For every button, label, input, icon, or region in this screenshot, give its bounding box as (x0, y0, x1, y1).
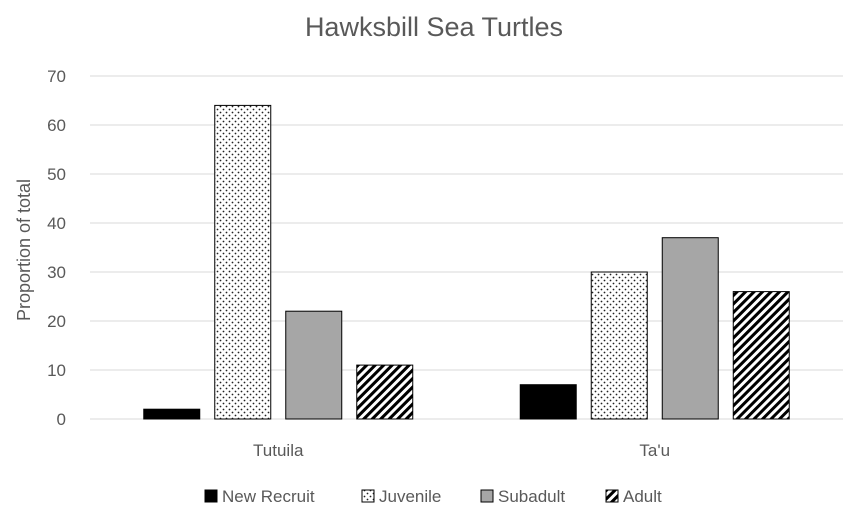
bar-juvenile-tutuila (214, 104, 272, 420)
legend-swatch (204, 489, 218, 503)
y-tick-label: 20 (47, 312, 66, 331)
legend-swatch (605, 489, 619, 503)
bar-new-recruit-ta-u (519, 384, 577, 420)
bar-juvenile-ta-u (590, 271, 648, 420)
bar-new-recruit-tutuila (143, 408, 201, 420)
y-tick-label: 40 (47, 214, 66, 233)
legend-label: Subadult (498, 487, 565, 506)
legend-label: Adult (623, 487, 662, 506)
bar-subadult-tutuila (285, 310, 343, 420)
bar-adult-ta-u (732, 291, 790, 420)
y-axis-ticks: 0 10 20 30 40 50 60 70 (47, 67, 66, 429)
x-category-label: Tutuila (253, 441, 304, 460)
gridlines (90, 75, 843, 420)
y-tick-label: 70 (47, 67, 66, 86)
bars (143, 104, 790, 420)
legend-swatch (480, 489, 494, 503)
legend: New Recruit Juvenile Subadult Adult (204, 487, 662, 506)
y-tick-label: 50 (47, 165, 66, 184)
y-axis-label: Proportion of total (14, 179, 34, 321)
chart-title: Hawksbill Sea Turtles (305, 12, 563, 42)
y-tick-label: 60 (47, 116, 66, 135)
bar-adult-tutuila (356, 364, 414, 420)
legend-swatch (361, 489, 375, 503)
y-tick-label: 0 (57, 410, 66, 429)
legend-label: Juvenile (379, 487, 441, 506)
x-axis-categories: Tutuila Ta'u (253, 441, 670, 460)
bar-subadult-ta-u (661, 237, 719, 420)
y-tick-label: 10 (47, 361, 66, 380)
legend-label: New Recruit (222, 487, 315, 506)
x-category-label: Ta'u (639, 441, 670, 460)
y-tick-label: 30 (47, 263, 66, 282)
